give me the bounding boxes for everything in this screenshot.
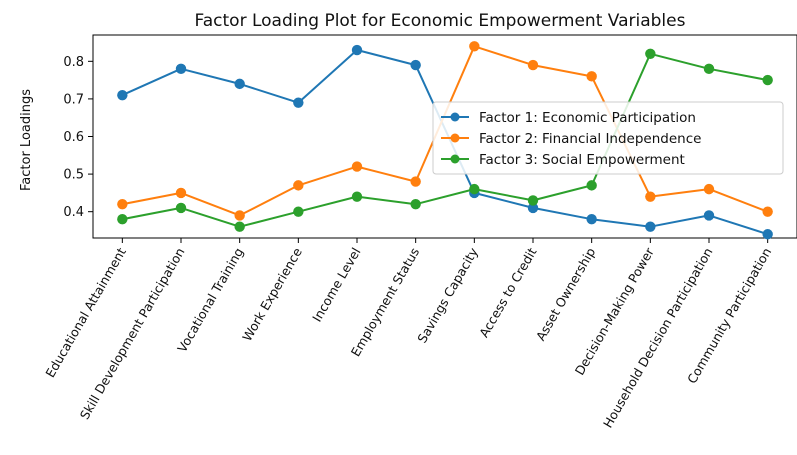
y-tick-label: 0.7 [63, 92, 84, 107]
data-point [586, 214, 597, 225]
y-tick-label: 0.6 [63, 130, 84, 145]
data-point [762, 206, 773, 217]
data-point [645, 191, 656, 202]
data-point [703, 210, 715, 221]
data-point [175, 187, 187, 199]
data-point [527, 59, 539, 71]
data-point [293, 97, 304, 108]
data-point [351, 44, 363, 56]
x-tick-label: Income Level [309, 245, 363, 324]
data-point [469, 183, 480, 195]
data-point [469, 41, 480, 52]
data-point [703, 63, 715, 75]
data-point [234, 221, 245, 232]
legend: Factor 1: Economic Participation Factor 2… [432, 101, 784, 175]
data-point [234, 78, 245, 90]
data-point [527, 195, 539, 206]
data-point [410, 198, 421, 210]
data-point [293, 180, 304, 191]
x-tick-label: Employment Status [348, 245, 423, 359]
y-tick-label: 0.5 [63, 168, 84, 183]
data-point [410, 176, 421, 187]
data-point [175, 202, 187, 214]
x-tick-label: Savings Capacity [414, 244, 481, 345]
data-point [527, 202, 539, 214]
legend-label: Factor 2: Financial Independence [479, 131, 701, 147]
data-point [703, 183, 715, 195]
data-point [351, 161, 363, 172]
x-tick-label: Vocational Training [174, 245, 246, 355]
data-point [762, 229, 773, 240]
y-tick-label: 0.8 [63, 55, 84, 70]
data-point [293, 206, 304, 217]
x-tick-label: Work Experience [239, 245, 305, 344]
x-tick-label: Asset Ownership [533, 245, 598, 343]
data-point [117, 198, 128, 210]
chart-title: Factor Loading Plot for Economic Empower… [195, 11, 686, 31]
data-point [645, 48, 656, 59]
data-point [762, 74, 773, 86]
data-point [410, 59, 421, 71]
data-point [117, 214, 128, 225]
y-tick-label: 0.4 [63, 205, 84, 220]
data-point [586, 180, 597, 191]
legend-marker [450, 154, 460, 164]
data-point [234, 210, 245, 221]
series-3 [117, 48, 773, 232]
series-line [122, 52, 768, 228]
legend-label: Factor 3: Social Empowerment [479, 152, 685, 168]
x-tick-label: Household Decision Participation [600, 245, 716, 430]
data-point [586, 71, 597, 82]
legend-label: Factor 1: Economic Participation [479, 110, 696, 126]
legend-box [432, 101, 784, 175]
data-point [117, 89, 128, 101]
data-point [175, 63, 187, 75]
x-tick-label: Access to Credit [476, 245, 539, 340]
data-point [351, 191, 363, 202]
y-axis-label: Factor Loadings [19, 89, 34, 191]
legend-marker [450, 112, 460, 122]
legend-marker [450, 133, 460, 143]
x-tick-label: Skill Development Participation [77, 245, 188, 422]
data-point [645, 221, 656, 232]
